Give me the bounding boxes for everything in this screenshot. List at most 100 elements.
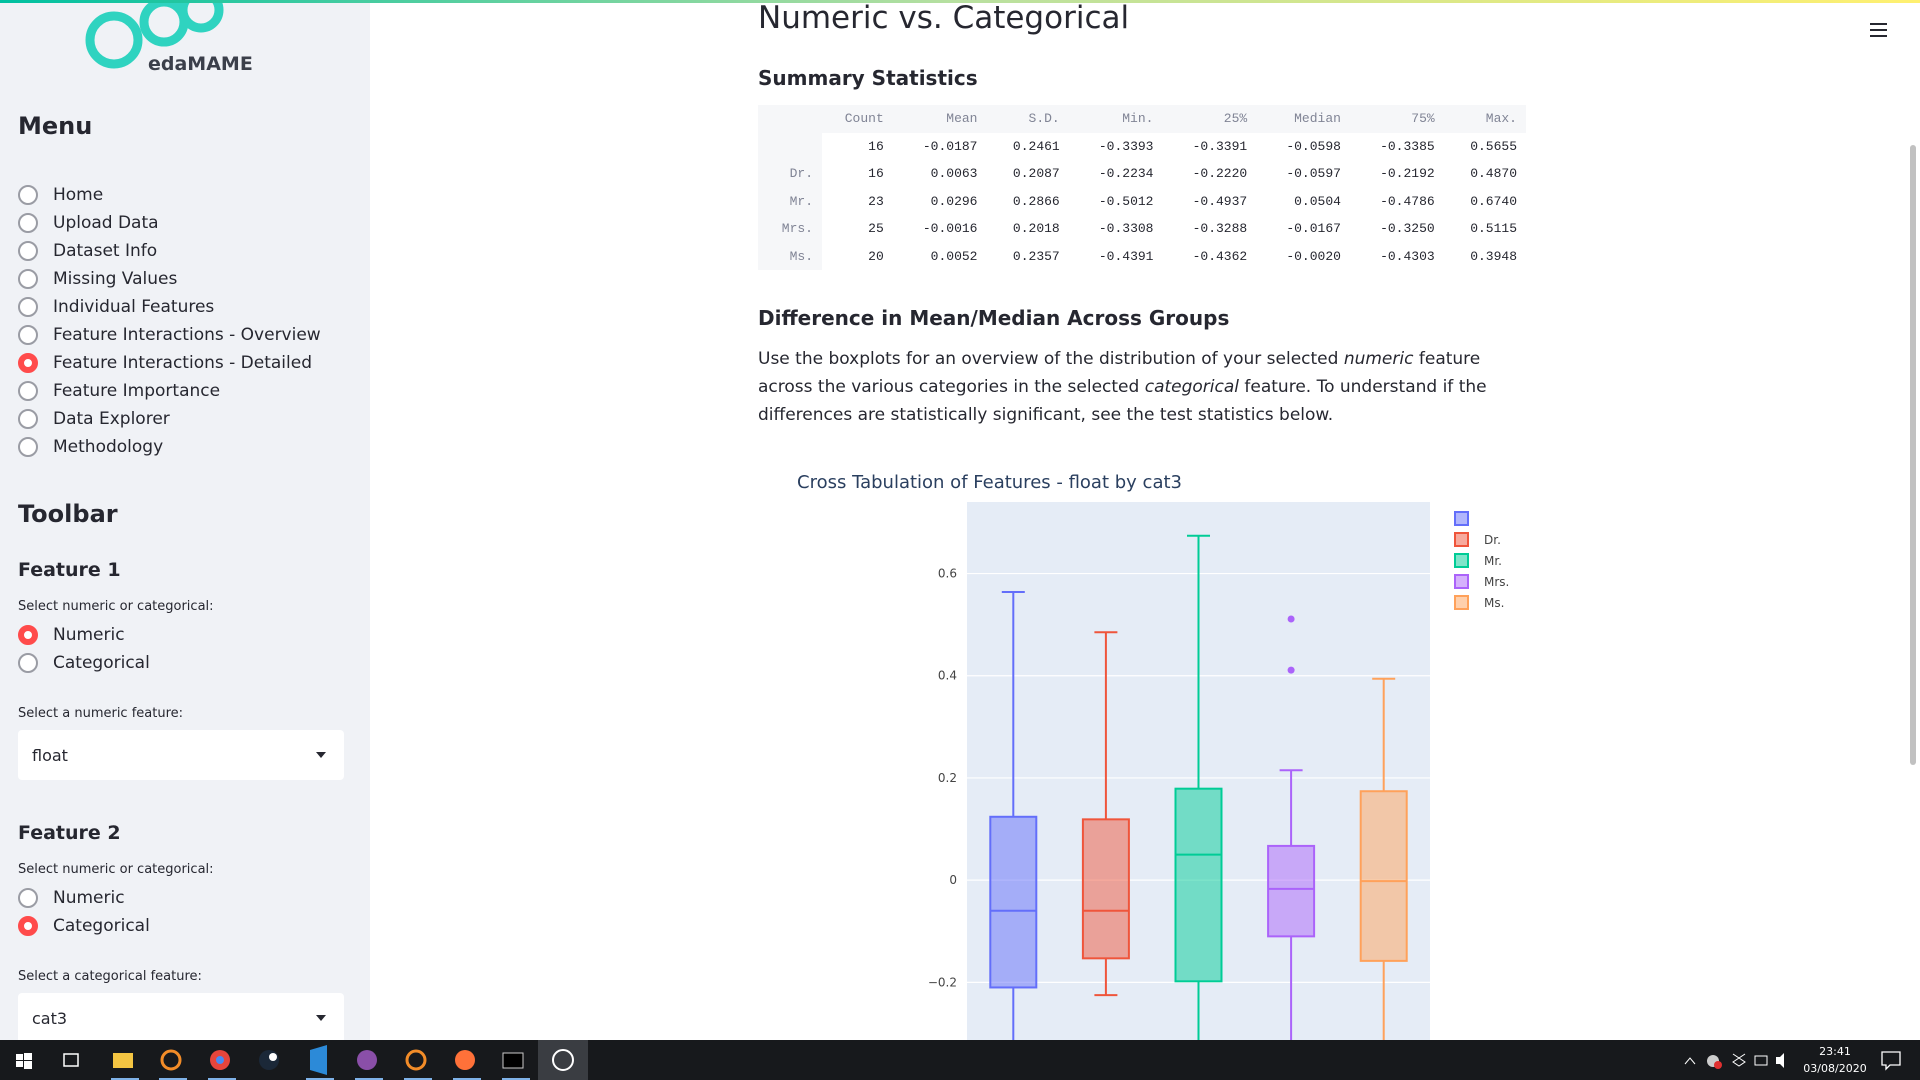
- table-cell: -0.4362: [1192, 248, 1248, 264]
- dropdown-caret: [316, 752, 326, 758]
- hamburger-menu[interactable]: [1870, 22, 1890, 38]
- legend-swatch: [1454, 511, 1469, 526]
- toolbar-title: Toolbar: [18, 500, 118, 528]
- outlier: [1287, 615, 1295, 623]
- radio-option[interactable]: Individual Features: [18, 294, 214, 320]
- y-tick-label: 0.6: [938, 567, 957, 581]
- logo-text: edaMAME: [148, 53, 253, 75]
- legend-label: Mr.: [1484, 554, 1502, 568]
- radio-label: Methodology: [53, 437, 164, 457]
- radio-option[interactable]: Numeric: [18, 885, 125, 911]
- box: [989, 815, 1038, 989]
- feature-title: Feature 1: [18, 559, 121, 581]
- dropdown-value: cat3: [32, 1008, 68, 1028]
- legend-swatch: [1454, 574, 1469, 589]
- table-cell: -0.3393: [1098, 138, 1154, 154]
- radio-label: Feature Interactions - Detailed: [53, 353, 313, 373]
- radio-option[interactable]: Categorical: [18, 913, 150, 939]
- dropdown[interactable]: float: [18, 730, 344, 780]
- radio-label: Dataset Info: [53, 241, 158, 261]
- box: [1267, 844, 1316, 938]
- index-header: [758, 105, 822, 133]
- summary-table: Count Mean S.D. Min. 25% Median 75% Max. 16 -0.01…: [758, 105, 1526, 270]
- radio-option[interactable]: Missing Values: [18, 266, 177, 292]
- time: 23:41: [1819, 1045, 1851, 1058]
- radio-option[interactable]: Data Explorer: [18, 406, 170, 432]
- radio-option[interactable]: Dataset Info: [18, 238, 157, 264]
- column-header: Count: [822, 105, 893, 133]
- date: 03/08/2020: [1803, 1062, 1867, 1075]
- radio-option[interactable]: Categorical: [18, 650, 150, 676]
- legend-label: Ms.: [1484, 596, 1504, 610]
- y-tick-label: 0.4: [938, 669, 957, 683]
- tray-icons[interactable]: [1675, 1040, 1795, 1080]
- radio-circle: [18, 269, 38, 289]
- radio-option[interactable]: Feature Interactions - Detailed: [18, 350, 312, 376]
- column-header: Max.: [1443, 105, 1526, 133]
- radio-label: Home: [53, 185, 104, 205]
- table-cell: -0.5012: [1098, 193, 1154, 209]
- table-cell: -0.2192: [1380, 166, 1435, 182]
- clock[interactable]: 23:41 03/08/2020: [1795, 1043, 1875, 1077]
- menu-title: Menu: [18, 112, 93, 140]
- table-cell: 0.5115: [1470, 221, 1517, 237]
- text-run: feature across the various categories in…: [758, 349, 1481, 397]
- radio-label: Data Explorer: [53, 409, 170, 429]
- emphasis: categorical: [1144, 377, 1239, 397]
- table-cell: -0.3308: [1098, 221, 1154, 237]
- table-cell: -0.4786: [1380, 193, 1435, 209]
- taskbar-icons[interactable]: [0, 1040, 600, 1080]
- table-cell: 0.2866: [1012, 193, 1060, 209]
- top-decoration: [0, 0, 1920, 3]
- radio-label: Upload Data: [53, 213, 159, 233]
- radio-circle: [18, 297, 38, 317]
- table-cell: -0.4391: [1098, 248, 1154, 264]
- table-cell: 0.4870: [1470, 166, 1517, 182]
- radio-circle: [18, 381, 38, 401]
- notifications[interactable]: [1872, 1040, 1912, 1080]
- row-index: Mr.: [758, 187, 822, 215]
- dropdown[interactable]: cat3: [18, 993, 344, 1040]
- scrollbar[interactable]: [1910, 145, 1916, 765]
- table-cell: -0.0020: [1286, 248, 1341, 264]
- field-label: Select numeric or categorical:: [18, 862, 214, 877]
- table-cell: 0.5655: [1470, 138, 1517, 154]
- radio-option[interactable]: Home: [18, 182, 103, 208]
- table-cell: -0.3391: [1192, 138, 1248, 154]
- radio-option[interactable]: Upload Data: [18, 210, 159, 236]
- table-cell: 0.2461: [1012, 138, 1060, 154]
- radio-label: Categorical: [53, 916, 150, 936]
- table-row: Ms. 20 0.0052 0.2357 -0.4391 -0.4362 -0.0020 -0…: [758, 242, 1526, 270]
- table-cell: -0.0167: [1286, 221, 1341, 237]
- column-header: 75%: [1349, 105, 1444, 133]
- feature-title: Feature 2: [18, 822, 121, 844]
- radio-circle: [18, 916, 38, 936]
- table-cell: -0.2234: [1098, 166, 1154, 182]
- table-cell: 0.6740: [1470, 193, 1517, 209]
- radio-option[interactable]: Feature Importance: [18, 378, 220, 404]
- radio-option[interactable]: Numeric: [18, 622, 125, 648]
- legend-swatch: [1454, 532, 1469, 547]
- summary-title: Summary Statistics: [758, 66, 978, 90]
- radio-circle: [18, 625, 38, 645]
- table-row: Dr. 16 0.0063 0.2087 -0.2234 -0.2220 -0.0597 -0…: [758, 160, 1526, 188]
- emphasis: numeric: [1343, 349, 1414, 369]
- radio-circle: [18, 241, 38, 261]
- table-cell: 0.0063: [930, 166, 978, 182]
- radio-option[interactable]: Methodology: [18, 434, 163, 460]
- radio-circle: [18, 325, 38, 345]
- table-row: 16 -0.0187 0.2461 -0.3393 -0.3391 -0.0598 -0.3…: [758, 132, 1526, 160]
- row-index: [758, 132, 822, 160]
- radio-label: Numeric: [53, 625, 125, 645]
- radio-label: Feature Interactions - Overview: [53, 325, 321, 345]
- table-cell: -0.0016: [922, 221, 978, 237]
- radio-label: Feature Importance: [53, 381, 221, 401]
- radio-option[interactable]: Feature Interactions - Overview: [18, 322, 321, 348]
- legend-swatch: [1454, 553, 1469, 568]
- chart-title: Cross Tabulation of Features - float by …: [797, 472, 1182, 493]
- description: Use the boxplots for an overview of the …: [758, 345, 1528, 429]
- column-header: 25%: [1162, 105, 1257, 133]
- table-cell: 0.0296: [930, 193, 978, 209]
- table-cell: 25: [868, 221, 884, 237]
- table-row: Mrs. 25 -0.0016 0.2018 -0.3308 -0.3288 -0.0167…: [758, 215, 1526, 243]
